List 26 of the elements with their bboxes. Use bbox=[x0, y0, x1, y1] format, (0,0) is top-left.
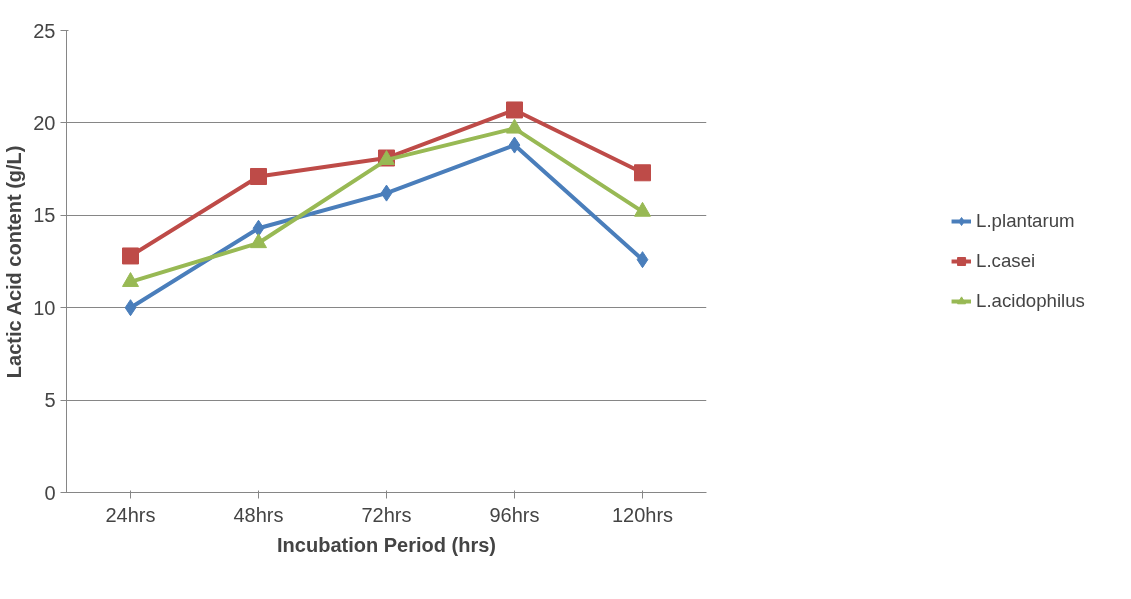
y-tick-label: 5 bbox=[44, 389, 56, 412]
y-tick-label: 20 bbox=[33, 111, 56, 134]
point bbox=[636, 251, 649, 269]
point bbox=[250, 167, 267, 185]
x-tick-label: 120hrs bbox=[611, 503, 674, 526]
x-tick-label: 48hrs bbox=[233, 503, 284, 526]
x-tick-label: 24hrs bbox=[105, 503, 156, 526]
x-tick-label: 96hrs bbox=[489, 503, 540, 526]
y-axis-title: Lactic Acid content (g/L) bbox=[3, 145, 26, 379]
x-tick-label: 72hrs bbox=[361, 503, 412, 526]
point bbox=[122, 247, 139, 265]
y-tick-label: 25 bbox=[33, 19, 56, 42]
point bbox=[124, 299, 137, 317]
point bbox=[506, 101, 523, 119]
x-axis-title: Incubation Period (hrs) bbox=[277, 533, 496, 556]
point bbox=[252, 219, 265, 237]
y-tick-label: 10 bbox=[33, 296, 56, 319]
point bbox=[508, 136, 521, 154]
point bbox=[380, 184, 393, 202]
point bbox=[250, 233, 267, 249]
legend-label: L.plantarum bbox=[976, 210, 1075, 232]
y-tick-label: 0 bbox=[44, 481, 56, 504]
point bbox=[634, 164, 651, 182]
y-tick-label: 15 bbox=[33, 204, 56, 227]
legend-label: L.casei bbox=[976, 250, 1036, 272]
legend-label: L.acidophilus bbox=[976, 290, 1085, 312]
